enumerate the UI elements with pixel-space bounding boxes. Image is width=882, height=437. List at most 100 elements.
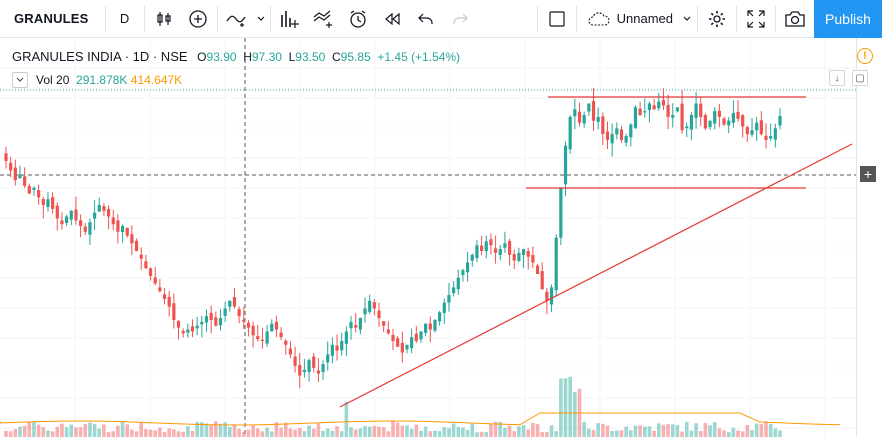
alert-icon[interactable]: [341, 0, 375, 38]
cloud-icon[interactable]: [579, 0, 611, 38]
candle-body: [190, 326, 195, 332]
volume-bar: [549, 425, 554, 437]
candle-body: [442, 302, 446, 313]
volume-bar: [512, 431, 517, 437]
volume-bar: [470, 423, 475, 437]
volume-bar: [311, 428, 316, 437]
volume-bar: [717, 428, 722, 437]
publish-button[interactable]: Publish: [814, 0, 882, 38]
volume-bar: [50, 431, 55, 437]
move-down-icon[interactable]: ↓: [829, 70, 845, 86]
candle-body: [722, 118, 726, 125]
candle-body: [489, 239, 493, 246]
price-chart[interactable]: [0, 38, 856, 437]
candle-body: [46, 199, 50, 208]
camera-icon[interactable]: [778, 0, 812, 38]
volume-bar: [419, 430, 423, 437]
candle-body: [148, 268, 153, 276]
volume-bar: [46, 430, 50, 437]
volume-bar: [69, 424, 74, 437]
volume-bar: [195, 422, 199, 437]
volume-bar: [106, 432, 111, 437]
candle-body: [274, 321, 279, 330]
volume-bar: [689, 430, 694, 437]
candle-body: [251, 325, 255, 336]
volume-bar: [726, 432, 731, 437]
candle-body: [559, 187, 563, 238]
add-price-icon[interactable]: +: [860, 166, 876, 182]
candle-body: [120, 226, 125, 233]
legend-title: GRANULES INDIA · 1D · NSE: [12, 49, 188, 64]
candles-icon[interactable]: [147, 0, 181, 38]
candle-body: [591, 100, 596, 121]
add-indicator-icon[interactable]: [181, 0, 215, 38]
candle-body: [97, 205, 101, 212]
candle-body: [358, 318, 362, 330]
candle-body: [23, 176, 27, 186]
symbol-search-button[interactable]: GRANULES: [14, 11, 89, 26]
layout-name-label[interactable]: Unnamed: [616, 11, 673, 26]
chevron-down-icon[interactable]: [679, 0, 695, 38]
volume-bar: [633, 425, 638, 437]
close-value: 95.85: [340, 50, 371, 64]
candle-body: [582, 114, 586, 124]
line-tool-icon[interactable]: [220, 0, 254, 38]
candle-body: [288, 348, 293, 355]
candle-body: [549, 287, 554, 305]
volume-bar: [507, 425, 512, 437]
candle-body: [769, 136, 773, 139]
warning-icon[interactable]: !: [857, 48, 873, 64]
candle-body: [736, 111, 740, 119]
fullscreen-icon[interactable]: [739, 0, 773, 38]
price-scale[interactable]: [856, 38, 882, 437]
candle-body: [9, 162, 13, 171]
undo-icon[interactable]: [409, 0, 443, 38]
candle-body: [703, 115, 707, 129]
candle-body: [223, 308, 227, 316]
candle-body: [689, 114, 694, 130]
candle-body: [65, 216, 69, 223]
volume-bar: [181, 431, 185, 437]
candle-body: [204, 316, 209, 323]
volume-bar: [92, 423, 97, 437]
candle-body: [321, 364, 325, 373]
interval-button[interactable]: D: [119, 11, 130, 26]
volume-bar: [186, 426, 190, 437]
candle-body: [125, 227, 129, 236]
candle-body: [466, 262, 470, 273]
volume-bar: [32, 421, 36, 437]
settings-icon[interactable]: [700, 0, 734, 38]
volume-bar: [358, 428, 363, 437]
replay-icon[interactable]: [375, 0, 409, 38]
volume-bar: [661, 424, 666, 437]
chart-pane[interactable]: [0, 38, 856, 437]
volume-bar: [204, 423, 209, 437]
candle-body: [713, 111, 717, 124]
toolbar-divider: [697, 5, 698, 32]
candle-body: [666, 104, 670, 117]
volume-bar: [736, 430, 740, 437]
volume-bar: [381, 427, 386, 437]
low-value: 93.50: [295, 50, 326, 64]
volume-bar: [349, 427, 353, 437]
candle-body: [568, 116, 572, 150]
redo-icon[interactable]: [443, 0, 477, 38]
candle-body: [680, 103, 684, 131]
collapse-legend-button[interactable]: [12, 72, 28, 88]
compare-icon[interactable]: [307, 0, 341, 38]
bar-chart-plus-icon[interactable]: [273, 0, 307, 38]
volume-bar: [148, 429, 153, 437]
candle-body: [428, 323, 432, 330]
candle-body: [610, 134, 614, 144]
layout-icon[interactable]: [540, 0, 574, 38]
volume-bar: [293, 429, 297, 437]
open-label: O: [197, 50, 207, 64]
toolbar-divider: [775, 5, 776, 32]
maximize-pane-icon[interactable]: ▢: [852, 70, 868, 86]
volume-bar: [764, 421, 768, 437]
candle-body: [260, 339, 265, 342]
open-value: 93.90: [206, 50, 237, 64]
chevron-down-icon[interactable]: [254, 0, 268, 38]
candle-body: [181, 330, 185, 334]
volume-bar: [400, 425, 405, 437]
